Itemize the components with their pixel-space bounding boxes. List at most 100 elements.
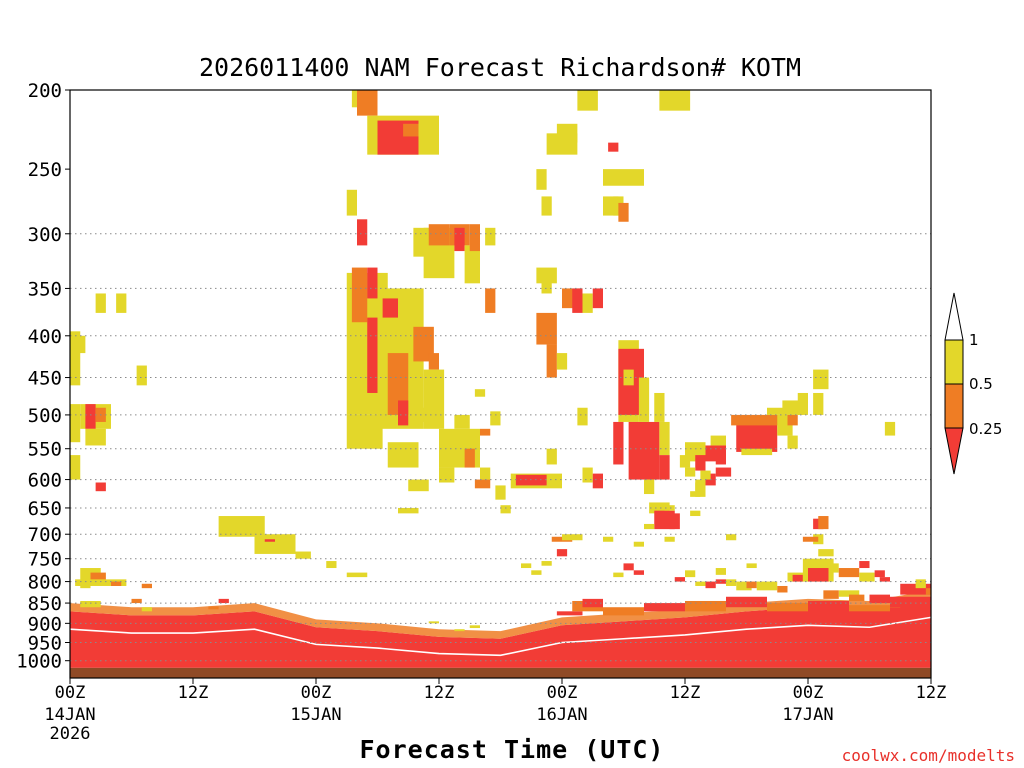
richardson-cell [464, 245, 480, 284]
richardson-cell [485, 288, 496, 313]
y-tick-label: 200 [28, 80, 62, 102]
richardson-cell [649, 502, 670, 514]
plot-frame [69, 89, 932, 679]
richardson-cell [700, 470, 711, 480]
chart-title: 2026011400 NAM Forecast Richardson# KOTM [199, 53, 801, 82]
legend-swatch-below-0.25 [944, 427, 964, 475]
richardson-cell [382, 298, 398, 318]
richardson-cell [111, 581, 122, 586]
richardson-cell [792, 574, 803, 582]
richardson-cell [474, 479, 491, 489]
richardson-cell [398, 400, 409, 426]
richardson-cell [695, 482, 706, 492]
y-tick-label: 550 [28, 439, 62, 461]
x-tick-label: 00Z [55, 683, 86, 703]
y-tick-label: 850 [28, 593, 62, 615]
richardson-cell [95, 482, 106, 492]
richardson-cell [469, 224, 480, 252]
richardson-cell [736, 581, 752, 591]
y-tick-label: 700 [28, 524, 62, 546]
richardson-cell [70, 455, 81, 480]
richardson-cell [890, 596, 931, 608]
richardson-cell [813, 392, 824, 415]
y-axis: 200 250 300 350 400 450 500 550 600 650 700 7508008… [16, 80, 70, 673]
richardson-cell [638, 377, 650, 422]
richardson-cell [715, 467, 732, 477]
richardson-cell [454, 414, 470, 429]
richardson-cell [623, 369, 634, 386]
richardson-cell [592, 288, 603, 309]
richardson-cell [582, 598, 603, 608]
richardson-cell [208, 606, 219, 610]
gridlines [70, 233, 931, 662]
richardson-cell [490, 411, 501, 426]
x-tick-label: 12Z [916, 683, 947, 703]
richardson-cell [536, 312, 557, 345]
richardson-cell [556, 611, 583, 616]
richardson-cell [741, 448, 773, 456]
richardson-cell [603, 607, 644, 616]
richardson-cell [715, 568, 726, 575]
richardson-cell [592, 473, 603, 489]
richardson-cell [295, 551, 311, 559]
richardson-cell [85, 404, 96, 429]
y-tick-label: 650 [28, 498, 62, 520]
richardson-cell [70, 331, 81, 386]
richardson-cell [664, 536, 675, 542]
richardson-cell [418, 407, 439, 422]
richardson-cell [428, 621, 439, 624]
richardson-cell [613, 572, 624, 578]
x-tick-label: 12Z [178, 683, 209, 703]
richardson-cell [521, 563, 532, 569]
richardson-cell [664, 505, 675, 511]
x-tick-label: 00Z [547, 683, 578, 703]
richardson-cell [556, 549, 568, 557]
plot-area [69, 90, 932, 678]
richardson-cell [859, 572, 875, 582]
richardson-cell [264, 539, 275, 542]
legend-label: 0.5 [969, 375, 993, 393]
low-level-richardson-layer [70, 598, 931, 668]
richardson-cell [644, 523, 655, 530]
richardson-cell [428, 377, 439, 393]
x-tick-label: 12Z [424, 683, 455, 703]
richardson-cell [808, 568, 829, 582]
y-tick-label: 750 [28, 549, 62, 571]
y-tick-label: 400 [28, 326, 62, 348]
richardson-cell [254, 534, 296, 554]
credit-text: coolwx.com/modelts [842, 746, 1015, 765]
richardson-cell [536, 169, 547, 190]
richardson-cell [80, 600, 101, 608]
richardson-cell [659, 455, 670, 480]
legend-label: 1 [969, 331, 979, 349]
richardson-cell [628, 421, 660, 480]
richardson-cell [474, 389, 486, 397]
legend-swatch-0.25-0.5 [944, 383, 964, 429]
richardson-cell [90, 572, 106, 582]
richardson-cell [823, 590, 839, 599]
richardson-cell [726, 596, 767, 608]
x-tick-date-label: 14JAN [44, 705, 95, 725]
richardson-cell [874, 570, 885, 578]
richardson-cell [644, 603, 685, 612]
richardson-cell [925, 588, 931, 595]
richardson-cell [603, 169, 644, 186]
richardson-cell [849, 594, 865, 601]
richardson-cell [695, 581, 706, 586]
richardson-cell [398, 507, 419, 514]
layer-gap-line [69, 616, 932, 657]
richardson-cell [428, 224, 450, 246]
richardson-cell [767, 407, 788, 415]
richardson-cell [141, 583, 152, 589]
y-tick-label: 1000 [16, 651, 62, 673]
richardson-cell [633, 570, 644, 575]
richardson-cell [915, 579, 926, 589]
y-tick-label: 250 [28, 159, 62, 181]
y-tick-label: 900 [28, 613, 62, 635]
richardson-cell [346, 189, 357, 216]
richardson-cell [818, 516, 829, 530]
richardson-cell [541, 561, 552, 566]
richardson-cell [141, 607, 152, 612]
richardson-cell [577, 90, 598, 111]
